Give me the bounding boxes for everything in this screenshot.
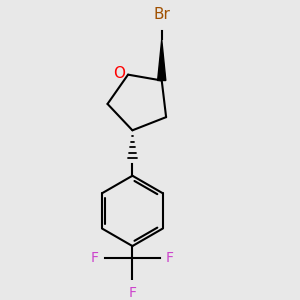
Text: Br: Br bbox=[153, 7, 170, 22]
Text: F: F bbox=[91, 251, 99, 265]
Polygon shape bbox=[158, 40, 166, 80]
Text: F: F bbox=[128, 286, 136, 300]
Text: O: O bbox=[113, 66, 125, 81]
Text: F: F bbox=[166, 251, 174, 265]
